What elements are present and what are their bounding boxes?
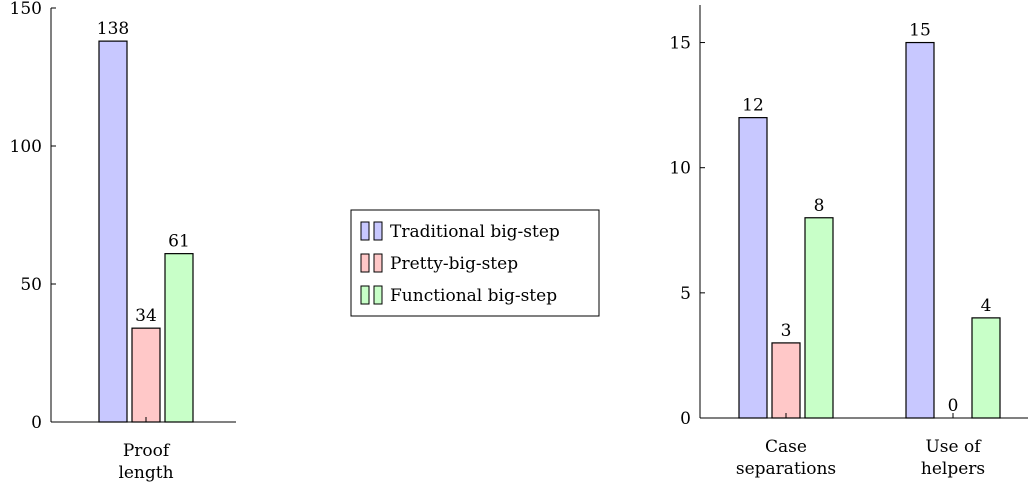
legend-swatch — [373, 221, 383, 241]
value-label: 4 — [981, 296, 992, 316]
bar — [131, 327, 161, 423]
value-label: 138 — [97, 19, 129, 39]
y-tick-label: 150 — [10, 0, 42, 19]
y-tick-label: 0 — [680, 409, 691, 429]
y-tick-label: 5 — [680, 284, 691, 304]
bar — [164, 253, 194, 423]
bar — [971, 317, 1001, 419]
value-label: 3 — [781, 321, 792, 341]
bar — [738, 117, 768, 419]
legend-box — [350, 209, 600, 317]
value-label: 8 — [814, 196, 825, 216]
value-label: 12 — [742, 96, 764, 116]
bar — [905, 41, 935, 419]
y-tick-label: 15 — [669, 34, 691, 54]
value-label: 61 — [168, 232, 190, 252]
value-label: 0 — [948, 396, 959, 416]
y-tick-label: 0 — [31, 413, 42, 433]
x-tick-label: Use of — [925, 437, 982, 457]
x-tick-label: helpers — [921, 459, 985, 479]
x-tick-label: Case — [765, 437, 807, 457]
legend-swatch — [360, 253, 370, 273]
bar — [771, 342, 801, 419]
legend-swatch — [360, 221, 370, 241]
value-label: 34 — [135, 306, 157, 326]
y-tick-label: 10 — [669, 159, 691, 179]
legend-label: Pretty-big-step — [390, 254, 518, 274]
legend-swatch — [373, 253, 383, 273]
bar — [804, 217, 834, 419]
legend-label: Traditional big-step — [390, 222, 560, 242]
x-tick-label: separations — [736, 459, 836, 479]
legend-swatch — [373, 285, 383, 305]
legend-swatch — [360, 285, 370, 305]
value-label: 15 — [909, 21, 931, 41]
x-tick-label: length — [118, 463, 173, 483]
y-tick-label: 50 — [20, 275, 42, 295]
y-tick-label: 100 — [10, 137, 42, 157]
bar — [98, 40, 128, 423]
x-tick-label: Proof — [123, 441, 171, 461]
legend-label: Functional big-step — [390, 286, 557, 306]
legend: Traditional big-step Pretty-big-step Funct… — [350, 209, 600, 317]
